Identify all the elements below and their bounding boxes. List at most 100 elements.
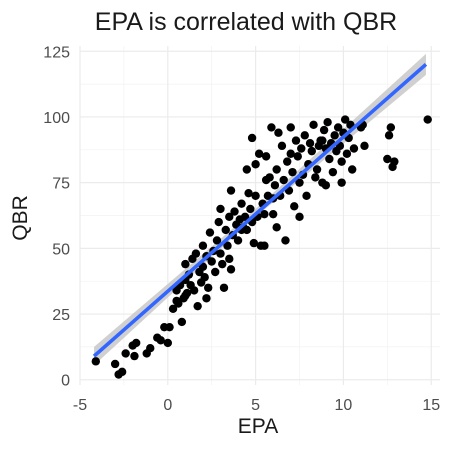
data-point xyxy=(91,357,101,366)
data-point xyxy=(384,131,394,140)
data-point xyxy=(261,152,271,161)
data-point xyxy=(225,212,234,222)
data-point xyxy=(110,359,120,369)
data-point xyxy=(293,152,302,161)
data-point xyxy=(423,115,432,124)
data-point xyxy=(177,317,187,327)
data-point xyxy=(237,199,246,208)
data-point xyxy=(117,367,127,377)
data-point xyxy=(131,338,141,348)
data-point xyxy=(233,236,243,245)
data-point xyxy=(212,236,222,245)
data-point xyxy=(360,141,369,151)
data-point xyxy=(330,131,339,140)
data-point xyxy=(277,141,287,151)
y-tick-label: 0 xyxy=(61,373,70,390)
data-point xyxy=(300,131,309,140)
data-point xyxy=(205,228,215,237)
data-point xyxy=(244,188,253,198)
data-point xyxy=(211,267,220,277)
data-point xyxy=(309,120,318,130)
data-point xyxy=(181,291,190,300)
data-point xyxy=(281,236,290,245)
data-point xyxy=(216,204,225,214)
data-point xyxy=(274,128,283,137)
x-tick-label: 10 xyxy=(335,397,353,414)
x-tick-label: -5 xyxy=(73,397,87,414)
data-point xyxy=(165,322,174,332)
data-point xyxy=(270,181,280,190)
data-point xyxy=(246,204,255,214)
data-point xyxy=(312,165,322,174)
data-point xyxy=(156,336,165,345)
fit-line-layer xyxy=(92,63,428,358)
data-point xyxy=(214,217,223,227)
data-point xyxy=(207,257,216,266)
y-axis-ticks: 0 25 50 75 100 125 xyxy=(43,44,70,389)
data-point xyxy=(251,160,260,169)
data-point xyxy=(272,223,281,232)
y-tick-label: 100 xyxy=(43,110,70,127)
data-point xyxy=(202,294,211,303)
data-point xyxy=(318,136,327,145)
data-point xyxy=(321,181,331,190)
data-point xyxy=(146,344,155,353)
data-point xyxy=(251,191,260,200)
data-point xyxy=(223,241,232,250)
data-point xyxy=(130,351,139,361)
data-point xyxy=(386,123,396,132)
data-point xyxy=(163,338,173,348)
chart-title: EPA is correlated with QBR xyxy=(95,8,397,36)
data-point xyxy=(218,259,227,269)
points-layer xyxy=(91,115,432,379)
data-point xyxy=(288,167,297,177)
data-point xyxy=(242,165,252,174)
y-tick-label: 25 xyxy=(52,307,70,324)
data-point xyxy=(337,157,346,166)
data-point xyxy=(219,283,229,292)
data-point xyxy=(225,254,234,264)
data-point xyxy=(168,304,178,313)
data-point xyxy=(349,144,359,153)
data-point xyxy=(260,241,269,250)
data-point xyxy=(198,241,208,250)
data-point xyxy=(247,133,257,143)
regression-line xyxy=(92,63,428,358)
data-point xyxy=(307,146,317,156)
data-point xyxy=(272,165,281,174)
data-point xyxy=(291,136,301,145)
y-tick-label: 50 xyxy=(52,241,70,258)
data-point xyxy=(121,349,130,358)
data-point xyxy=(230,207,239,216)
y-tick-label: 75 xyxy=(52,176,70,193)
data-point xyxy=(174,299,183,308)
data-point xyxy=(333,123,343,132)
data-point xyxy=(319,125,329,135)
data-point xyxy=(193,301,202,311)
data-point xyxy=(260,209,269,219)
data-point xyxy=(268,209,278,219)
data-point xyxy=(240,212,250,222)
y-axis-title: QBR xyxy=(9,195,32,241)
data-point xyxy=(267,123,276,132)
data-point xyxy=(203,283,213,292)
data-point xyxy=(383,154,392,164)
x-tick-label: 15 xyxy=(422,397,440,414)
data-point xyxy=(290,202,299,211)
data-point xyxy=(311,173,320,182)
data-point xyxy=(191,249,201,258)
y-tick-label: 125 xyxy=(43,44,70,61)
x-tick-label: 5 xyxy=(251,397,260,414)
x-axis-ticks: -5 0 5 10 15 xyxy=(73,397,440,414)
data-point xyxy=(221,225,230,235)
data-point xyxy=(200,273,209,282)
data-point xyxy=(265,173,274,182)
data-point xyxy=(325,154,334,164)
data-point xyxy=(295,178,304,187)
x-tick-label: 0 xyxy=(163,397,172,414)
data-point xyxy=(328,167,338,177)
data-point xyxy=(302,191,311,200)
data-point xyxy=(323,118,332,127)
data-point xyxy=(226,186,236,195)
